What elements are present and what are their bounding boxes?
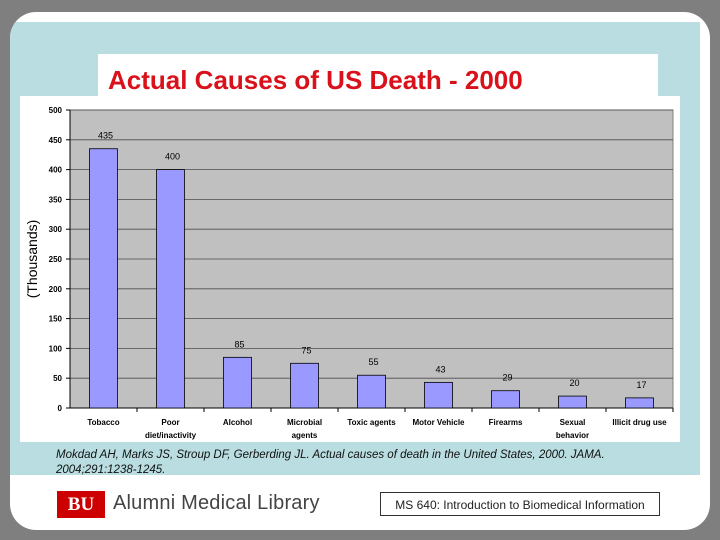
x-tick-label: Motor Vehicle: [412, 418, 465, 427]
data-label: 75: [301, 345, 311, 355]
course-label: MS 640: Introduction to Biomedical Infor…: [380, 492, 660, 516]
y-tick-label: 450: [49, 136, 63, 145]
bar: [223, 356, 252, 409]
x-tick-label: Alcohol: [223, 418, 252, 427]
data-label: 43: [435, 364, 445, 374]
bar: [558, 395, 587, 409]
y-tick-label: 100: [49, 344, 63, 353]
data-label: 400: [165, 152, 180, 162]
title-box: Actual Causes of US Death - 2000: [98, 54, 658, 102]
x-tick-label: Microbial agents: [287, 418, 322, 440]
y-tick-label: 400: [49, 166, 63, 175]
data-label: 55: [368, 357, 378, 367]
citation: Mokdad AH, Marks JS, Stroup DF, Gerberdi…: [56, 449, 605, 476]
bar: [491, 390, 520, 409]
data-label: 29: [502, 373, 512, 383]
y-tick-label: 50: [53, 374, 62, 383]
slide-title: Actual Causes of US Death - 2000: [108, 65, 523, 95]
bu-logo: BU: [57, 491, 105, 518]
data-label: 17: [636, 380, 646, 390]
x-tick-label: Illicit drug use: [612, 418, 667, 427]
x-tick-label: Toxic agents: [347, 418, 396, 427]
x-tick-label: Sexual behavior: [556, 418, 589, 440]
y-tick-label: 150: [49, 315, 63, 324]
bar: [89, 148, 118, 409]
x-tick-label: Tobacco: [87, 418, 119, 427]
data-label: 85: [234, 339, 244, 349]
data-label: 20: [569, 378, 579, 388]
x-tick-label: Firearms: [489, 418, 523, 427]
y-tick-label: 500: [49, 106, 63, 115]
bar: [156, 169, 185, 409]
y-tick-label: 0: [58, 404, 63, 413]
data-label: 435: [98, 131, 113, 141]
library-name: Alumni Medical Library: [113, 492, 320, 514]
x-tick-label: Poor diet/inactivity: [145, 418, 197, 440]
y-axis-label: (Thousands): [24, 220, 40, 299]
y-tick-label: 350: [49, 195, 63, 204]
bar: [424, 381, 453, 409]
y-tick-label: 300: [49, 225, 63, 234]
bar: [357, 374, 386, 409]
bar: [290, 362, 319, 409]
y-tick-label: 250: [49, 255, 63, 264]
bar: [625, 397, 654, 409]
y-tick-label: 200: [49, 285, 63, 294]
